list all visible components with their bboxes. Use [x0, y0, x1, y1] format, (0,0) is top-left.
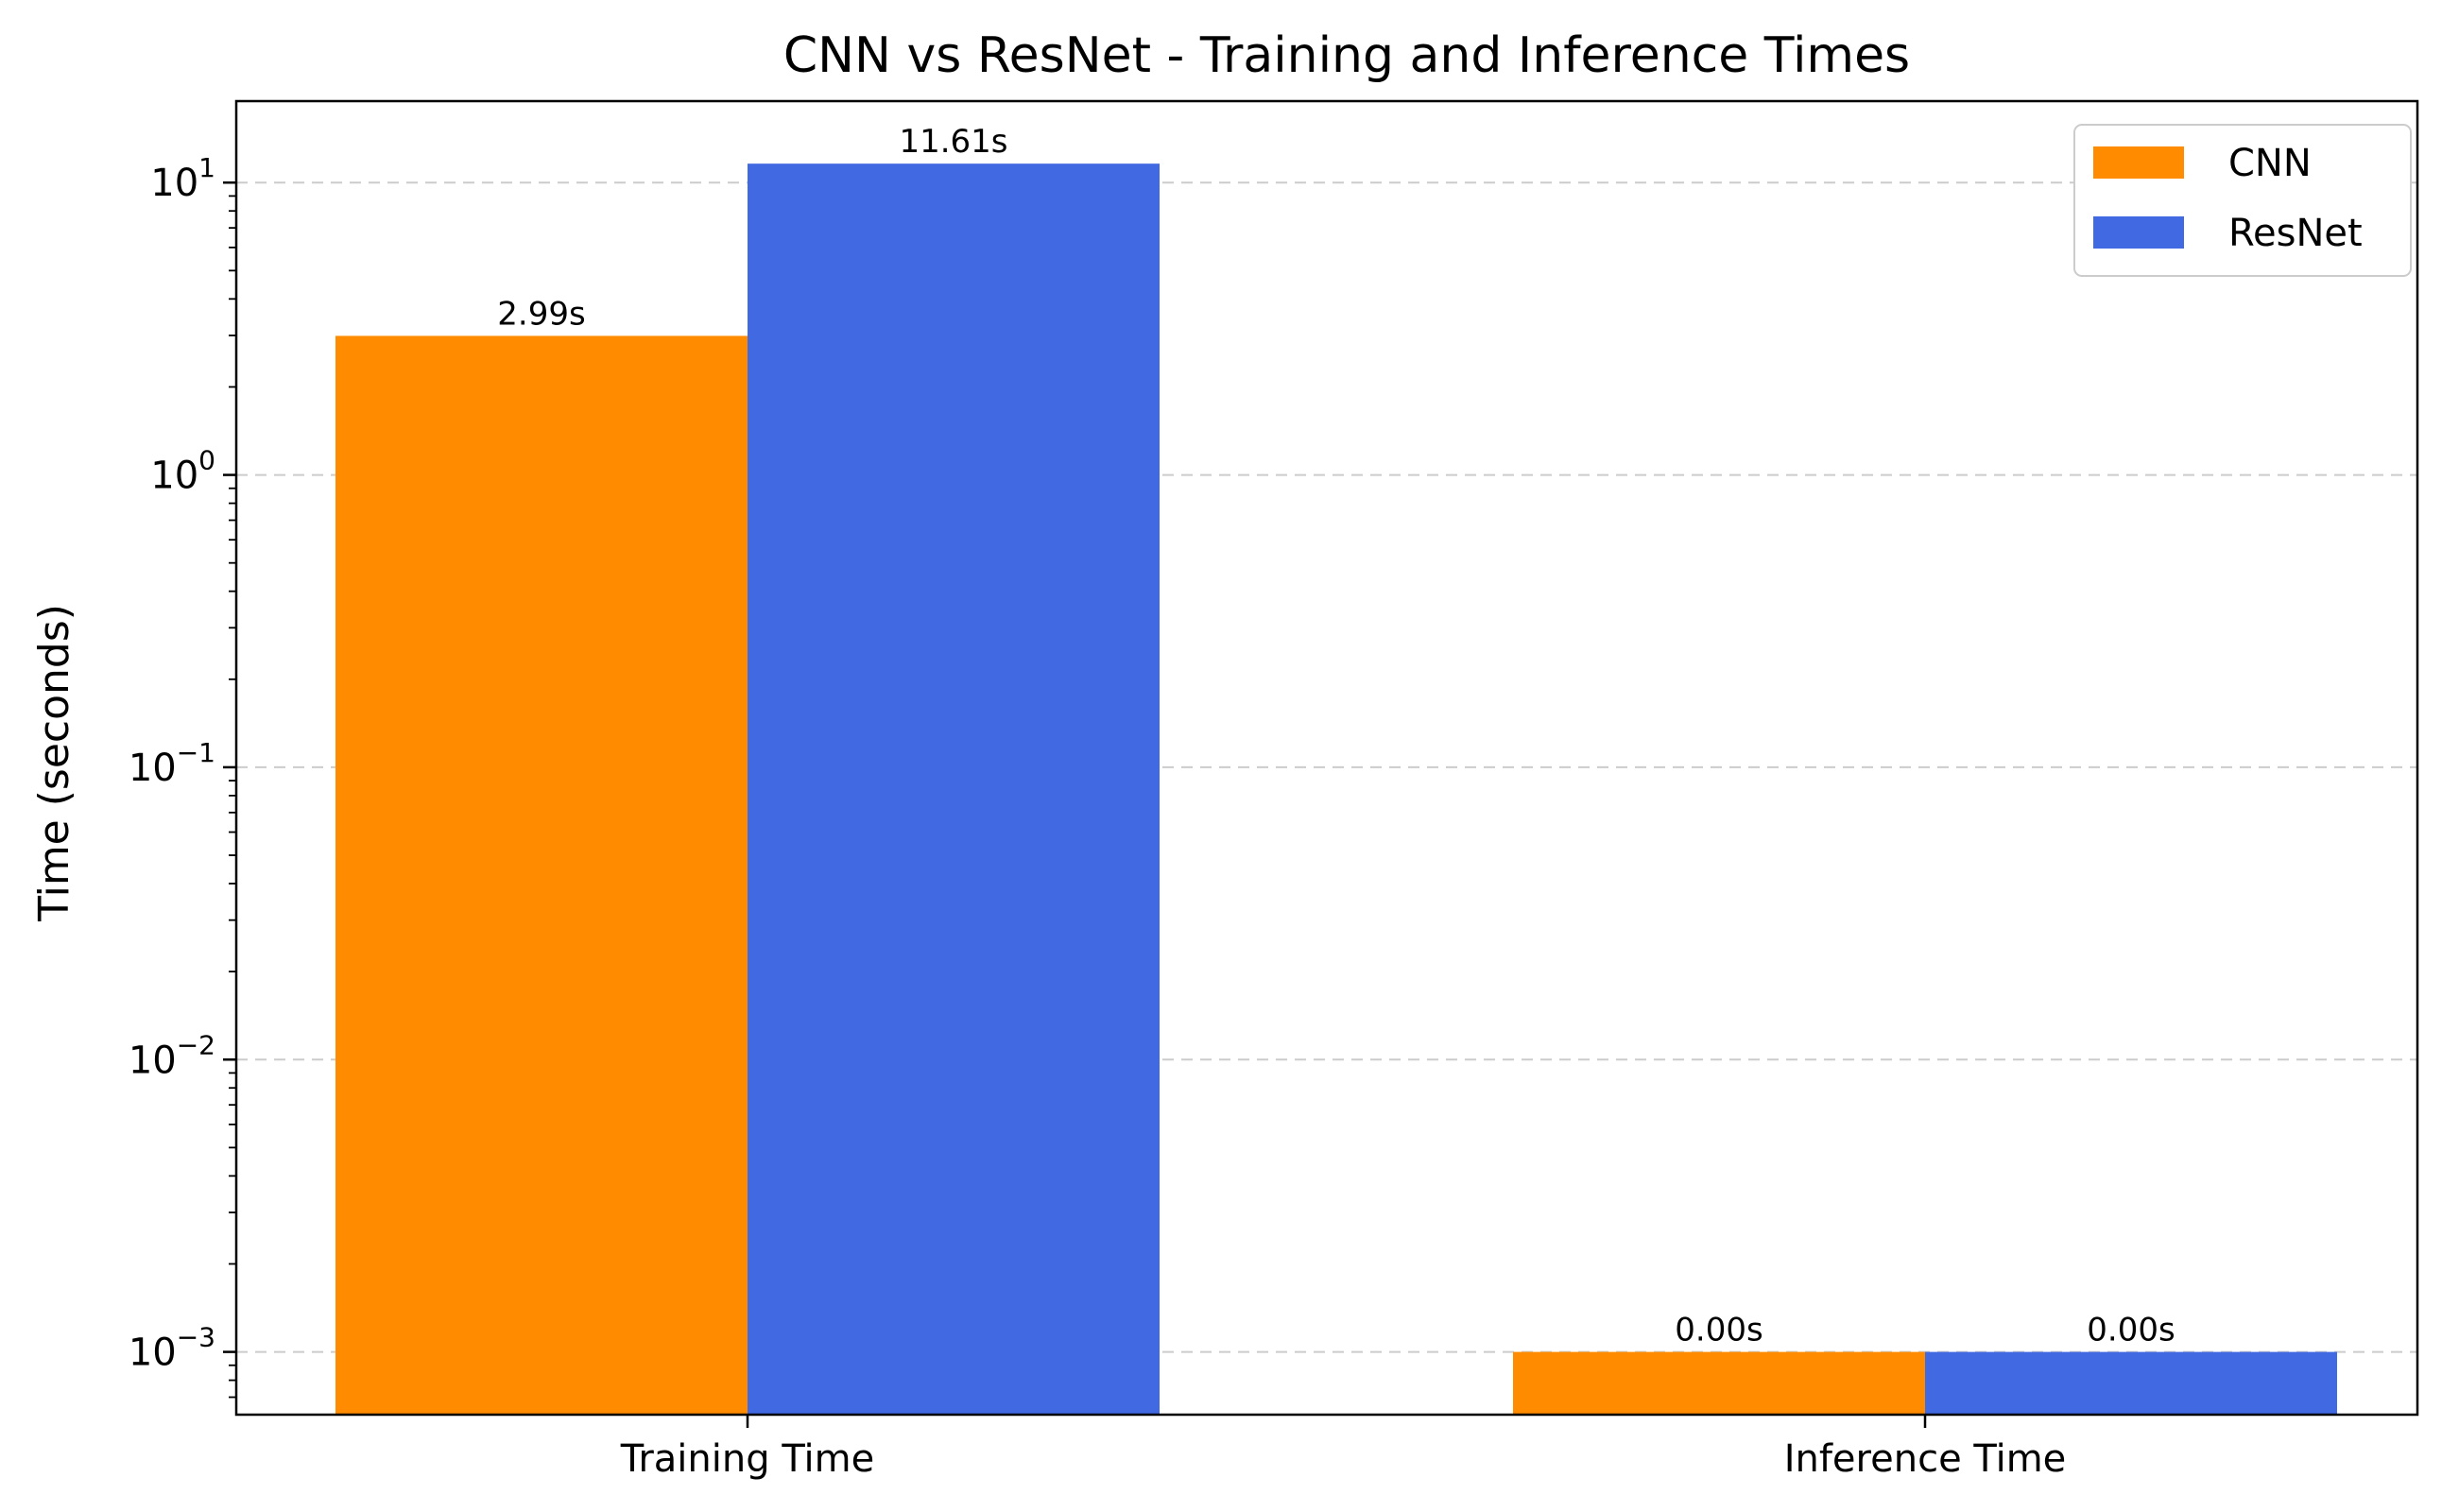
chart-title: CNN vs ResNet - Training and Inference T…	[783, 27, 1910, 84]
plot-frame	[234, 99, 2419, 1417]
y-tick-base: 10	[150, 455, 198, 498]
y-tick-label: 100	[150, 445, 215, 498]
y-tick-label: 10−2	[129, 1029, 215, 1082]
x-tick-label: Training Time	[620, 1437, 874, 1481]
y-tick-base: 10	[129, 747, 177, 790]
y-axis-label: Time (seconds)	[30, 604, 78, 922]
y-tick-label: 101	[150, 152, 215, 205]
y-tick-exponent: 1	[198, 152, 215, 183]
bar-resnet-1	[1925, 1351, 2337, 1415]
bars	[335, 163, 2337, 1415]
bar-resnet-0	[748, 163, 1160, 1415]
legend-swatch-resnet	[2093, 216, 2184, 249]
legend-label-cnn: CNN	[2228, 142, 2312, 185]
y-tick-base: 10	[129, 1332, 177, 1375]
y-tick-base: 10	[150, 162, 198, 205]
legend-label-resnet: ResNet	[2228, 212, 2363, 255]
data-label: 2.99s	[497, 295, 585, 333]
x-tick-label: Inference Time	[1784, 1437, 2067, 1481]
bar-cnn-0	[335, 335, 748, 1415]
legend: CNN ResNet	[2073, 124, 2412, 277]
y-tick-base: 10	[129, 1039, 177, 1082]
y-tick-label: 10−3	[129, 1322, 215, 1375]
data-label: 11.61s	[899, 123, 1007, 161]
data-labels: 2.99s 0.00s 11.61s 0.00s	[497, 123, 2175, 1349]
y-tick-label: 10−1	[129, 737, 215, 790]
legend-swatch-cnn	[2093, 146, 2184, 179]
y-tick-exponent: −2	[177, 1029, 215, 1060]
y-tick-exponent: −3	[177, 1322, 215, 1353]
y-tick-exponent: 0	[198, 445, 215, 476]
data-label: 0.00s	[2087, 1312, 2175, 1349]
data-label: 0.00s	[1675, 1312, 1763, 1349]
y-tick-exponent: −1	[177, 737, 215, 768]
x-axis: Training Time Inference Time	[620, 1415, 2067, 1481]
bar-cnn-1	[1513, 1351, 1925, 1415]
